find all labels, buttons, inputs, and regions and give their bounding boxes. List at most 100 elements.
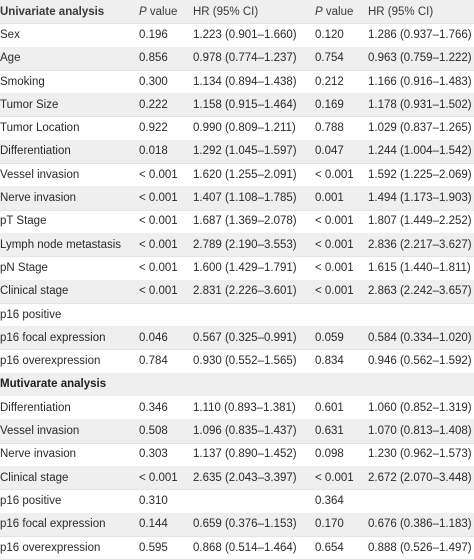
p-value-1: 0.310 — [139, 494, 168, 507]
p-suffix: value — [322, 5, 354, 18]
row-label: p16 overexpression — [0, 541, 101, 554]
hazard-ratio-1: 1.292 (1.045–1.597) — [193, 145, 297, 158]
hazard-ratio-1: 1.137 (0.890–1.452) — [193, 448, 297, 461]
hazard-ratio-2: 1.230 (0.962–1.573) — [368, 448, 472, 461]
hazard-ratio-1: 2.635 (2.043–3.397) — [193, 471, 297, 484]
hazard-ratio-2: 2.836 (2.217–3.627) — [368, 238, 472, 251]
p-value-2: 0.834 — [315, 355, 344, 368]
hazard-ratio-1: 1.620 (1.255–2.091) — [193, 168, 297, 181]
hazard-ratio-1: 0.978 (0.774–1.237) — [193, 52, 297, 65]
hazard-ratio-2: 0.584 (0.334–1.020) — [368, 331, 472, 344]
p-value-1: < 0.001 — [139, 285, 178, 298]
p-value-2: 0.120 — [315, 28, 344, 41]
hazard-ratio-2: 1.060 (0.852–1.319) — [368, 401, 472, 414]
hazard-ratio-1: 0.990 (0.809–1.211) — [193, 122, 296, 135]
hazard-ratio-2: 1.494 (1.173–1.903) — [368, 192, 472, 205]
p-value-1: 0.922 — [139, 122, 168, 135]
hazard-ratio-2: 1.615 (1.440–1.811) — [368, 261, 471, 274]
p-value-1 — [139, 303, 189, 326]
p-value-1: 0.303 — [139, 448, 168, 461]
row-label: p16 positive — [0, 308, 62, 321]
row-label: Smoking — [0, 75, 45, 88]
table-row: Lymph node metastasis < 0.001 2.789 (2.190… — [0, 233, 474, 258]
hazard-ratio-2: 1.286 (0.937–1.766) — [368, 28, 472, 41]
hazard-ratio-1: 1.600 (1.429–1.791) — [193, 261, 297, 274]
p-value-2: < 0.001 — [315, 168, 354, 181]
table-row: Vessel invasion 0.508 1.096 (0.835–1.437) 0… — [0, 419, 474, 444]
p-value-1: 0.144 — [139, 518, 168, 531]
p-value-1: 0.346 — [139, 401, 168, 414]
table-row: Tumor Size 0.222 1.158 (0.915–1.464) 0.169 1… — [0, 93, 474, 118]
table-row: Age 0.856 0.978 (0.774–1.237) 0.754 0.963 (0… — [0, 46, 474, 71]
hazard-ratio-1: 0.659 (0.376–1.153) — [193, 518, 297, 531]
table-row: p16 focal expression 0.144 0.659 (0.376–1.… — [0, 512, 474, 537]
multivariate-title: Mutivarate analysis — [0, 378, 107, 391]
row-label: p16 overexpression — [0, 355, 101, 368]
row-label: Lymph node metastasis — [0, 238, 122, 251]
p-value-2: 0.654 — [315, 541, 344, 554]
hr-header-1: HR (95% CI) — [193, 5, 259, 18]
row-label: Vessel invasion — [0, 425, 80, 438]
p-value-2: 0.059 — [315, 331, 344, 344]
row-label: p16 focal expression — [0, 518, 106, 531]
hazard-ratio-2: 0.946 (0.562–1.592) — [368, 355, 472, 368]
table-row: Differentiation 0.018 1.292 (1.045–1.597) 0… — [0, 139, 474, 165]
hazard-ratio-1: 2.831 (2.226–3.601) — [193, 285, 297, 298]
hazard-ratio-2: 1.807 (1.449–2.252) — [368, 215, 472, 228]
table-row: p16 positive — [0, 303, 474, 328]
p-value-1: < 0.001 — [139, 261, 178, 274]
hazard-ratio-2 — [368, 303, 474, 326]
hazard-ratio-2: 0.963 (0.759–1.222) — [368, 52, 472, 65]
hazard-ratio-2: 0.676 (0.386–1.183) — [368, 518, 472, 531]
hazard-ratio-1: 1.223 (0.901–1.660) — [193, 28, 297, 41]
hazard-ratio-2: 1.592 (1.225–2.069) — [368, 168, 472, 181]
p-value-1: < 0.001 — [139, 192, 178, 205]
p-value-1: 0.196 — [139, 28, 168, 41]
table-row: pT Stage < 0.001 1.687 (1.369–2.078) < 0.00… — [0, 210, 474, 234]
p-value-2: < 0.001 — [315, 285, 354, 298]
row-label: p16 positive — [0, 494, 62, 507]
p-value-1: 0.508 — [139, 425, 168, 438]
hazard-ratio-1: 0.567 (0.325–0.991) — [193, 331, 297, 344]
row-label: Differentiation — [0, 401, 71, 414]
table-row: Smoking 0.300 1.134 (0.894–1.438) 0.212 1.16… — [0, 70, 474, 95]
table-row: Tumor Location 0.922 0.990 (0.809–1.211) 0.… — [0, 117, 474, 141]
univariate-title: Univariate analysis — [0, 5, 105, 18]
p-value-2: 0.001 — [315, 192, 344, 205]
table-row: Clinical stage < 0.001 2.831 (2.226–3.601)… — [0, 279, 474, 304]
table-row: p16 overexpression 0.784 0.930 (0.552–1.56… — [0, 350, 474, 374]
p-value-2 — [315, 303, 363, 326]
hazard-ratio-1: 2.789 (2.190–3.553) — [193, 238, 297, 251]
hazard-ratio-2: 1.166 (0.916–1.483) — [368, 75, 472, 88]
hazard-ratio-2: 2.672 (2.070–3.448) — [368, 471, 472, 484]
table-row: Clinical stage < 0.001 2.635 (2.043–3.397)… — [0, 466, 474, 491]
p-value-2: 0.098 — [315, 448, 344, 461]
p-suffix: value — [146, 5, 178, 18]
hazard-ratio-2: 1.070 (0.813–1.408) — [368, 425, 472, 438]
table-row: Differentiation 0.346 1.110 (0.893–1.381) 0… — [0, 396, 474, 421]
p-italic: P — [139, 5, 147, 18]
table-row: p16 positive 0.310 0.364 — [0, 489, 474, 514]
row-label: p16 focal expression — [0, 331, 106, 344]
p-value-2: < 0.001 — [315, 471, 354, 484]
p-value-2: 0.170 — [315, 518, 344, 531]
p-value-2: 0.754 — [315, 52, 344, 65]
p-value-1: < 0.001 — [139, 215, 178, 228]
p-value-2: 0.601 — [315, 401, 344, 414]
hazard-ratio-2: 0.888 (0.526–1.497) — [368, 541, 472, 554]
p-value-1: 0.784 — [139, 355, 168, 368]
table-row: Sex 0.196 1.223 (0.901–1.660) 0.120 1.286 (0… — [0, 23, 474, 48]
hazard-ratio-1: 0.930 (0.552–1.565) — [193, 355, 297, 368]
multivariate-title-row: Mutivarate analysis — [0, 372, 474, 397]
hazard-ratio-1 — [193, 489, 311, 512]
hazard-ratio-2: 1.244 (1.004–1.542) — [368, 145, 472, 158]
table-row: Nerve invasion 0.303 1.137 (0.890–1.452) 0.… — [0, 443, 474, 467]
hazard-ratio-1: 1.096 (0.835–1.437) — [193, 425, 297, 438]
row-label: Sex — [0, 28, 20, 41]
p-value-1: 0.856 — [139, 52, 168, 65]
table-row: p16 focal expression 0.046 0.567 (0.325–0.… — [0, 326, 474, 351]
p-value-2: 0.169 — [315, 98, 344, 111]
hazard-ratio-2 — [368, 489, 474, 512]
p-value-1: 0.018 — [139, 145, 168, 158]
